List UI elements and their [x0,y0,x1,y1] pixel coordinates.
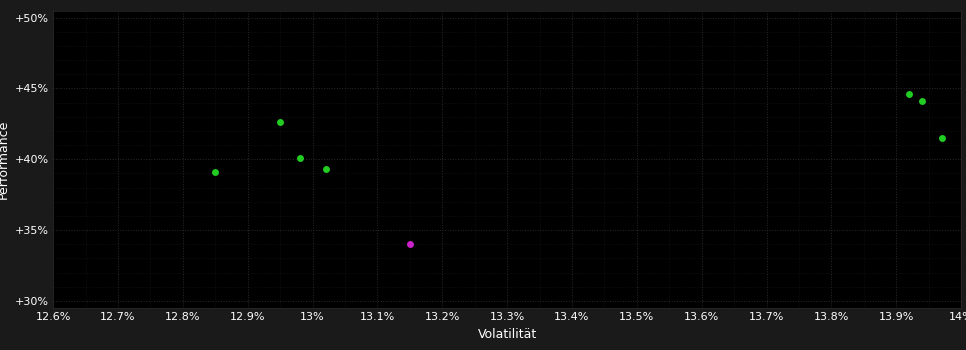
Point [318,166,333,172]
Point [915,98,930,104]
Point [402,241,417,247]
Point [208,169,223,175]
Point [292,155,307,161]
Point [901,91,917,97]
Point [272,120,288,125]
X-axis label: Volatilität: Volatilität [477,328,537,341]
Y-axis label: Performance: Performance [0,120,10,199]
Point [934,135,950,141]
